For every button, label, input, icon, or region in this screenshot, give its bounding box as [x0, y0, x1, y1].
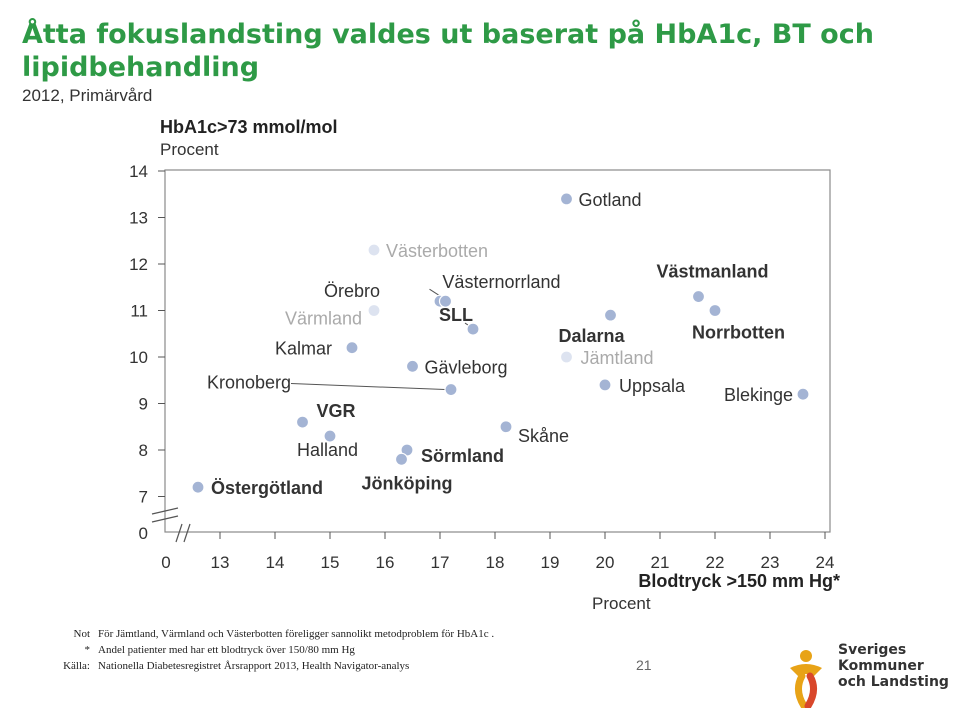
- note-row: Källa: Nationella Diabetesregistret Årsr…: [50, 658, 610, 674]
- point-label-dalarna: Dalarna: [558, 326, 625, 346]
- data-point-kalmar: [345, 341, 359, 355]
- point-label-orebro: Örebro: [324, 281, 380, 301]
- point-label-kronoberg: Kronoberg: [207, 373, 291, 393]
- point-label-blekinge: Blekinge: [724, 385, 793, 405]
- data-point-vgr: [295, 415, 310, 429]
- data-point-sll: [466, 322, 480, 336]
- y-axis-break: [151, 507, 179, 523]
- note-row: Not För Jämtland, Värmland och Västerbot…: [50, 626, 610, 642]
- note-key: Not: [73, 628, 91, 640]
- y-tick-label: 13: [129, 209, 148, 228]
- point-label-ostergotland: Östergötland: [211, 478, 323, 498]
- x-tick-label: 22: [706, 553, 725, 572]
- point-label-uppsala: Uppsala: [619, 376, 686, 396]
- data-point-jonkoping: [394, 452, 409, 466]
- leader-line-kronoberg: [290, 383, 446, 391]
- y-tick-label: 14: [129, 162, 148, 181]
- plot-area-frame: [164, 169, 831, 533]
- x-tick-label: 15: [321, 553, 340, 572]
- y-axis-title: HbA1c>73 mmol/mol: [160, 117, 338, 137]
- y-axis-unit: Procent: [160, 140, 219, 159]
- x-tick-label: 20: [596, 553, 615, 572]
- data-point-varmland: [367, 303, 381, 318]
- point-label-gavleborg: Gävleborg: [425, 357, 508, 377]
- note-text: För Jämtland, Värmland och Västerbotten …: [98, 628, 495, 640]
- point-label-jonkoping: Jönköping: [362, 473, 453, 493]
- x-tick-label: 23: [761, 553, 780, 572]
- y-tick-label: 8: [139, 441, 148, 460]
- x-axis-break: [175, 523, 191, 543]
- note-key: Källa:: [63, 660, 90, 672]
- data-point-norrbotten: [708, 303, 722, 318]
- y-tick-label: 11: [130, 302, 148, 321]
- data-point-kronoberg: [444, 382, 458, 397]
- point-label-sll: SLL: [439, 305, 473, 325]
- note-text: Andel patienter med har ett blodtryck öv…: [98, 644, 355, 656]
- y-tick-label: 10: [129, 348, 148, 367]
- y-tick-label: 9: [139, 395, 148, 414]
- point-label-sormland: Sörmland: [421, 446, 504, 466]
- point-label-norrbotten: Norrbotten: [692, 323, 785, 343]
- note-row: * Andel patienter med har ett blodtryck …: [50, 642, 610, 658]
- note-text: Nationella Diabetesregistret Årsrapport …: [98, 660, 410, 672]
- logo-line: Sveriges: [838, 642, 907, 658]
- x-tick-label: 14: [266, 553, 285, 572]
- point-label-varmland: Värmland: [285, 309, 362, 329]
- note-key: *: [84, 644, 91, 656]
- x-tick-label: 17: [431, 553, 450, 572]
- skl-logo-text: Sveriges Kommuner och Landsting: [838, 642, 949, 690]
- page-subtitle: 2012, Primärvård: [22, 86, 153, 105]
- x-tick-label: 18: [486, 553, 505, 572]
- logo-line: och Landsting: [838, 674, 949, 690]
- x-tick-label: 21: [651, 553, 670, 572]
- point-label-vastmanland: Västmanland: [656, 262, 768, 282]
- point-label-jamtland: Jämtland: [581, 348, 654, 368]
- data-point-uppsala: [598, 378, 612, 392]
- point-label-skane: Skåne: [518, 426, 569, 446]
- point-label-kalmar: Kalmar: [275, 339, 332, 359]
- skl-logo: Sveriges Kommuner och Landsting: [780, 638, 950, 710]
- x-zero-label: 0: [161, 553, 170, 572]
- x-tick-label: 24: [816, 553, 835, 572]
- point-label-vasterbotten: Västerbotten: [386, 241, 488, 261]
- x-tick-label: 19: [541, 553, 560, 572]
- page-title: Åtta fokuslandsting valdes ut baserat på…: [22, 19, 874, 83]
- point-label-halland: Halland: [297, 440, 358, 460]
- page-number: 21: [636, 657, 652, 673]
- x-tick-label: 16: [376, 553, 395, 572]
- x-tick-label: 13: [211, 553, 230, 572]
- x-axis-unit: Procent: [592, 594, 651, 613]
- y-zero-label: 0: [139, 524, 148, 543]
- point-label-vasternorrland: Västernorrland: [442, 272, 560, 292]
- data-point-skane: [499, 420, 513, 434]
- data-point-vasterbotten: [367, 243, 381, 257]
- data-point-vasternorrland: [438, 294, 453, 308]
- data-point-dalarna: [603, 308, 618, 322]
- data-point-ostergotland: [191, 480, 205, 494]
- data-point-halland: [323, 429, 337, 443]
- point-label-gotland: Gotland: [579, 190, 642, 210]
- footnotes: Not För Jämtland, Värmland och Västerbot…: [50, 626, 610, 674]
- logo-line: Kommuner: [838, 658, 924, 674]
- point-label-vgr: VGR: [317, 401, 356, 421]
- skl-logo-icon: [790, 650, 822, 710]
- x-axis-title: Blodtryck >150 mm Hg*: [638, 571, 840, 591]
- data-point-blekinge: [796, 387, 810, 401]
- data-point-jamtland: [559, 350, 574, 364]
- data-point-gotland: [559, 192, 574, 206]
- y-tick-label: 7: [139, 488, 148, 507]
- data-point-gavleborg: [405, 359, 420, 373]
- y-tick-label: 12: [129, 255, 148, 274]
- data-point-vastmanland: [691, 289, 706, 304]
- scatter-chart: HbA1c>73 mmol/mol Procent Blodtryck >150…: [129, 117, 840, 613]
